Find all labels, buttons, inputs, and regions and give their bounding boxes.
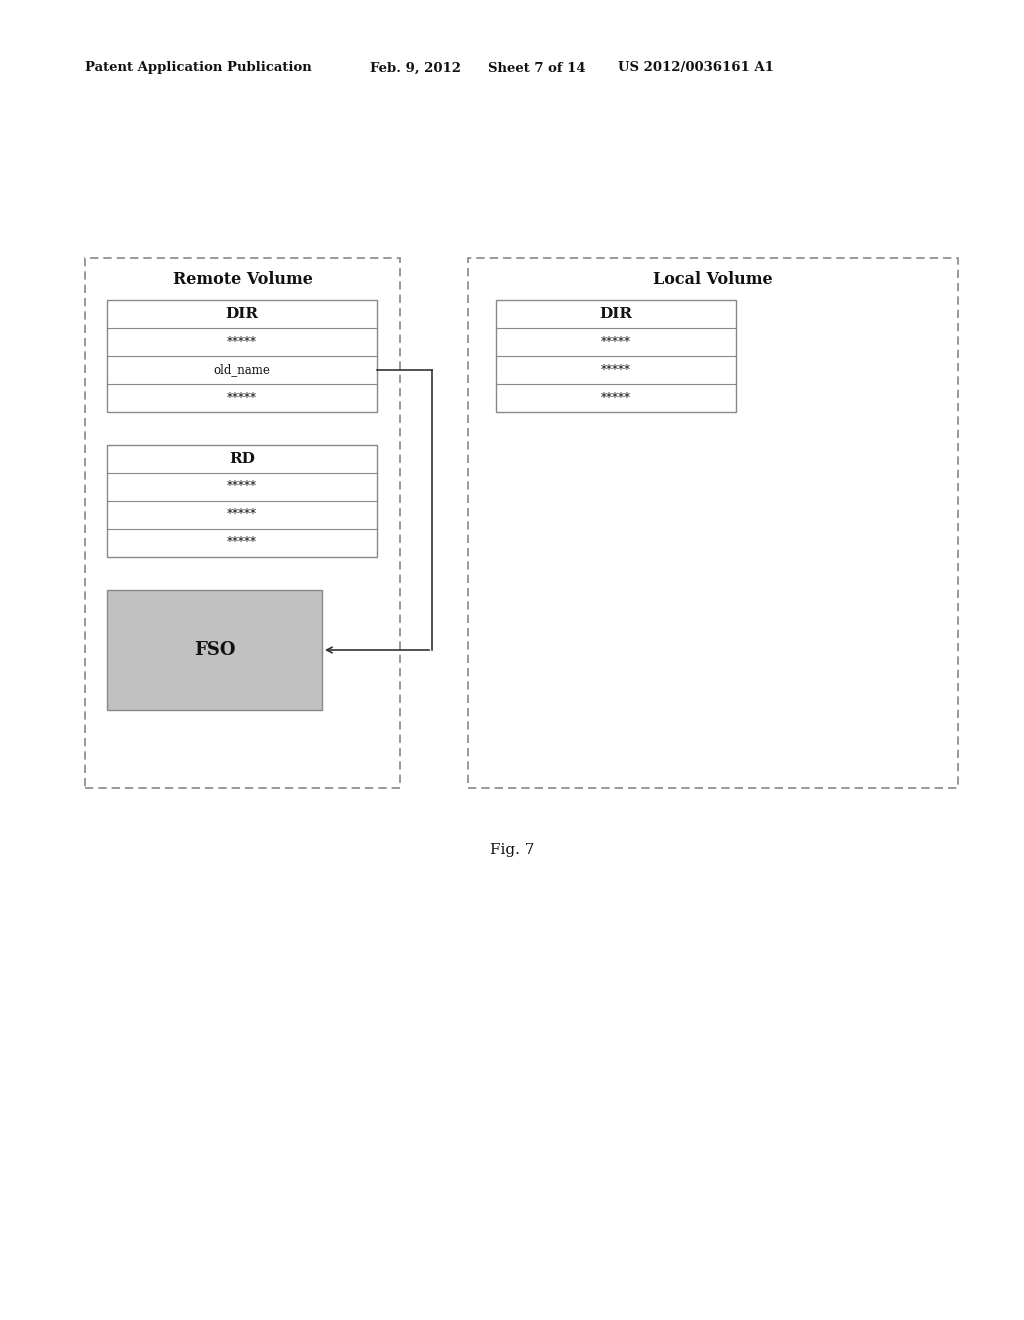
Text: *****: ***** [227,480,257,494]
Text: DIR: DIR [599,308,633,321]
Text: Sheet 7 of 14: Sheet 7 of 14 [488,62,586,74]
Text: DIR: DIR [225,308,258,321]
Bar [106,300,377,412]
Text: Remote Volume: Remote Volume [173,272,312,289]
Text: *****: ***** [601,392,631,404]
Bar [106,445,377,557]
Text: *****: ***** [227,392,257,404]
Text: *****: ***** [227,508,257,521]
Text: FSO: FSO [194,642,236,659]
Text: US 2012/0036161 A1: US 2012/0036161 A1 [618,62,774,74]
Text: RD: RD [229,451,255,466]
Text: Local Volume: Local Volume [653,272,773,289]
Text: Fig. 7: Fig. 7 [489,843,535,857]
Text: *****: ***** [227,335,257,348]
Text: Patent Application Publication: Patent Application Publication [85,62,311,74]
Bar [106,590,322,710]
Bar [85,257,400,788]
Text: old_name: old_name [214,363,270,376]
Text: *****: ***** [601,335,631,348]
Text: *****: ***** [601,363,631,376]
Text: *****: ***** [227,536,257,549]
Text: Feb. 9, 2012: Feb. 9, 2012 [370,62,461,74]
Bar [496,300,736,412]
Bar [468,257,958,788]
